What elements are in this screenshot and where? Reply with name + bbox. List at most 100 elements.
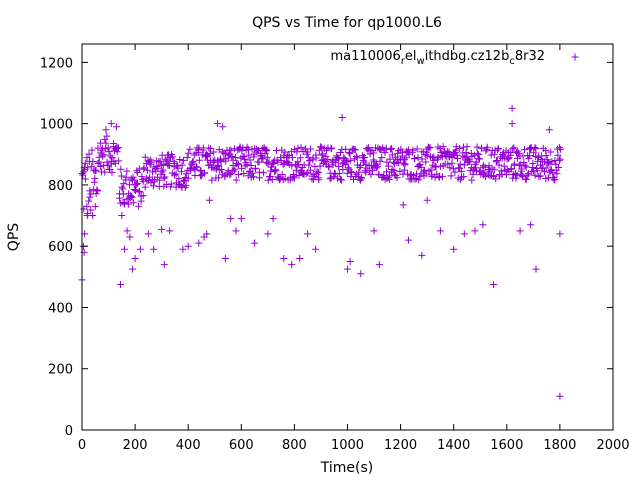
data-point	[439, 173, 447, 181]
data-point	[331, 159, 339, 167]
data-point	[128, 265, 136, 273]
data-point	[463, 143, 471, 151]
data-point	[126, 181, 134, 189]
data-point	[232, 176, 240, 184]
data-point	[426, 143, 434, 151]
data-point	[409, 146, 417, 154]
data-point	[414, 154, 422, 162]
data-point	[119, 198, 127, 206]
x-tick-label: 1800	[543, 438, 576, 453]
data-point	[336, 149, 344, 157]
data-point	[87, 206, 95, 214]
data-point	[244, 172, 252, 180]
data-point	[317, 143, 325, 151]
data-point	[344, 265, 351, 273]
data-point	[521, 162, 529, 170]
data-point	[200, 169, 208, 177]
data-point	[281, 175, 289, 183]
data-point	[290, 174, 298, 182]
data-point	[532, 265, 540, 273]
data-point	[490, 151, 498, 159]
data-point	[136, 245, 144, 253]
data-point	[285, 152, 293, 160]
data-point	[421, 166, 429, 174]
data-point	[227, 215, 235, 223]
data-point	[304, 148, 312, 156]
data-point	[553, 170, 561, 178]
data-point	[97, 163, 105, 171]
data-point	[334, 155, 342, 163]
data-point	[117, 165, 125, 173]
data-point	[184, 174, 192, 182]
data-point	[375, 261, 383, 269]
data-point	[388, 144, 396, 152]
data-point	[386, 155, 394, 163]
data-point	[248, 169, 256, 177]
data-point	[547, 148, 555, 156]
data-point	[81, 159, 89, 167]
data-point	[113, 148, 121, 156]
data-point	[160, 174, 168, 182]
data-point	[128, 193, 136, 201]
data-point	[306, 157, 314, 165]
data-point	[342, 145, 350, 153]
data-point	[548, 158, 556, 166]
data-point	[535, 172, 543, 180]
data-point	[263, 146, 271, 154]
data-point	[178, 161, 186, 169]
data-point	[508, 104, 516, 112]
data-point	[203, 230, 211, 238]
data-point	[507, 151, 515, 159]
data-point	[156, 157, 164, 165]
data-point	[447, 172, 455, 180]
data-point	[114, 144, 122, 152]
data-point	[184, 149, 192, 157]
data-point	[370, 227, 378, 235]
data-point	[91, 167, 99, 175]
data-point	[161, 173, 169, 181]
x-tick-label: 600	[229, 438, 254, 453]
data-point	[172, 170, 180, 178]
data-point	[315, 176, 323, 184]
data-point	[444, 148, 452, 156]
data-point	[335, 169, 343, 177]
data-point	[348, 169, 356, 177]
data-point	[208, 176, 216, 184]
data-point	[328, 145, 336, 153]
data-point	[304, 230, 312, 238]
data-point	[85, 197, 93, 205]
data-point	[296, 254, 304, 262]
data-point	[150, 245, 158, 253]
data-point	[231, 165, 239, 173]
data-point	[141, 153, 149, 161]
data-point	[161, 155, 169, 163]
data-point	[294, 144, 302, 152]
data-point	[134, 179, 142, 187]
data-point	[482, 147, 490, 155]
data-point	[427, 166, 435, 174]
data-point	[182, 181, 190, 189]
data-point	[119, 185, 127, 193]
data-point	[127, 175, 135, 183]
data-point	[138, 173, 146, 181]
data-point	[179, 156, 187, 164]
data-point	[123, 227, 131, 235]
data-point	[264, 176, 272, 184]
data-point	[192, 163, 200, 171]
data-point	[193, 163, 201, 171]
data-point	[91, 174, 99, 182]
x-tick-label: 200	[123, 438, 148, 453]
data-point	[486, 168, 494, 176]
data-point	[536, 172, 544, 180]
data-point	[383, 158, 391, 166]
data-point	[221, 173, 229, 181]
data-point	[95, 153, 103, 161]
data-point	[418, 251, 426, 259]
data-point	[141, 183, 149, 191]
data-point	[481, 169, 489, 177]
data-point	[219, 123, 227, 131]
data-point	[147, 158, 155, 166]
data-point	[103, 158, 111, 166]
y-tick-label: 200	[48, 363, 73, 378]
data-point	[436, 144, 444, 152]
